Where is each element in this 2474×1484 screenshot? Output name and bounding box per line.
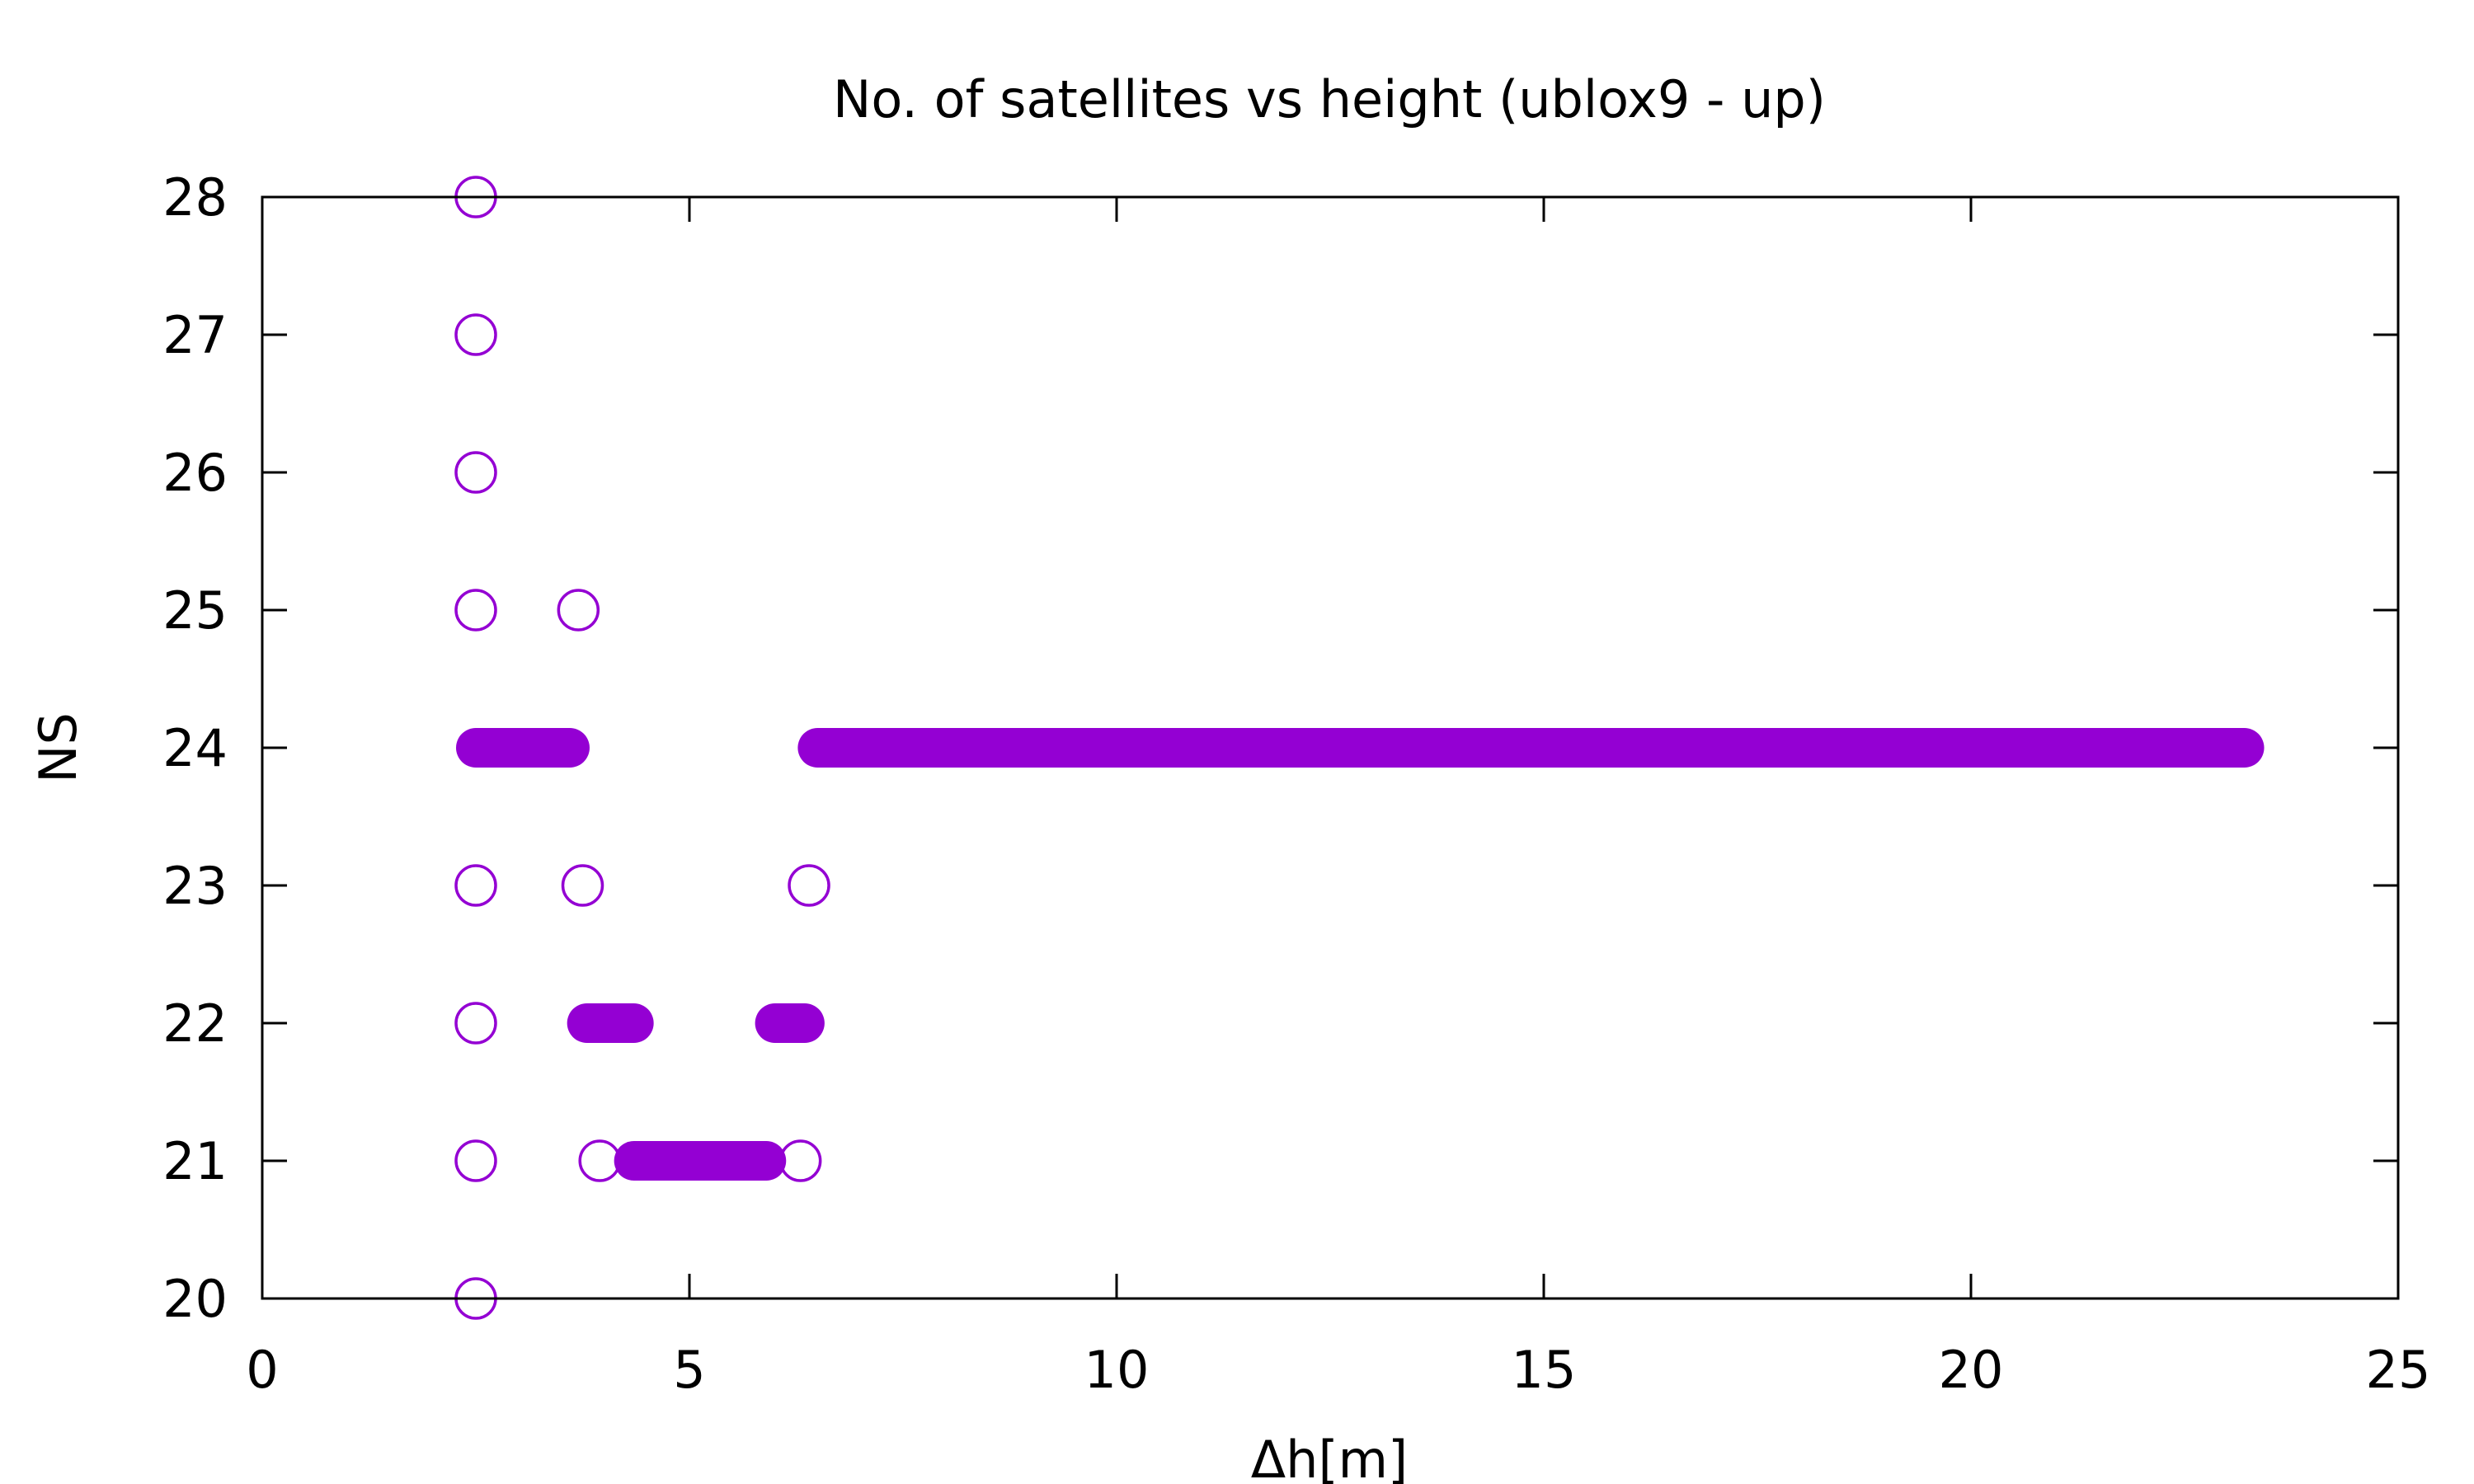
data-marks <box>454 176 2265 1320</box>
data-point <box>454 864 497 907</box>
data-point <box>557 589 600 632</box>
data-point <box>454 313 497 356</box>
data-point <box>578 1139 621 1182</box>
y-tick-label: 22 <box>162 993 228 1054</box>
x-tick-label: 20 <box>1939 1340 2004 1400</box>
y-tick-label: 27 <box>162 305 228 365</box>
y-axis: 20 21 22 23 24 25 26 27 28 <box>162 167 2398 1329</box>
y-tick-label: 25 <box>162 580 228 641</box>
dense-point-run <box>614 1141 787 1181</box>
dense-point-run <box>567 1003 654 1043</box>
y-tick-label: 28 <box>162 167 228 228</box>
data-point <box>454 451 497 494</box>
y-tick-label: 21 <box>162 1131 228 1191</box>
chart-title: No. of satellites vs height (ublox9 - up… <box>833 69 1826 129</box>
x-axis: 0 5 10 15 20 25 <box>246 197 2430 1400</box>
x-tick-label: 25 <box>2366 1340 2431 1400</box>
y-tick-label: 24 <box>162 718 228 778</box>
x-axis-label: Δh[m] <box>1251 1430 1408 1484</box>
data-point <box>561 864 604 907</box>
data-point <box>454 1002 497 1045</box>
dense-point-run <box>755 1003 825 1043</box>
x-tick-label: 0 <box>246 1340 278 1400</box>
x-tick-label: 5 <box>673 1340 705 1400</box>
data-point <box>454 1139 497 1182</box>
data-point <box>778 1139 822 1182</box>
data-point <box>454 589 497 632</box>
y-axis-label: NS <box>28 712 88 783</box>
data-point <box>788 864 830 907</box>
dense-point-run <box>456 728 590 768</box>
y-tick-label: 20 <box>162 1269 228 1329</box>
dense-point-run <box>797 728 2265 768</box>
x-tick-label: 15 <box>1512 1340 1577 1400</box>
x-tick-label: 10 <box>1084 1340 1150 1400</box>
y-tick-label: 23 <box>162 856 228 916</box>
y-tick-label: 26 <box>162 443 228 503</box>
